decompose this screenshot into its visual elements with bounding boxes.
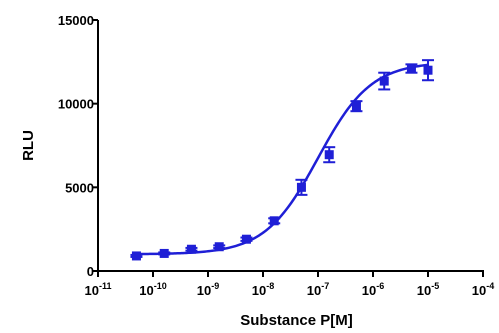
y-tick-label: 0 — [87, 264, 94, 279]
data-point — [268, 216, 281, 226]
square-marker — [214, 242, 224, 252]
x-tick-label: 10-11 — [85, 281, 112, 298]
square-marker — [406, 64, 416, 74]
x-tick-label: 10-6 — [362, 281, 384, 298]
square-marker — [379, 76, 389, 86]
x-axis: 10-11 10-10 10-9 10-8 10-7 10-6 10-5 10-4 — [85, 270, 494, 298]
x-tick-label: 10-5 — [417, 281, 439, 298]
square-marker — [351, 101, 361, 111]
fit-curve-layer — [136, 63, 429, 256]
data-point — [295, 178, 308, 196]
y-tick-label: 5000 — [65, 180, 94, 195]
x-tick-label: 10-9 — [197, 281, 219, 298]
x-tick-label: 10-7 — [307, 281, 329, 298]
x-tick-label: 10-8 — [252, 281, 274, 298]
square-marker — [423, 65, 433, 75]
x-tick-label: 10-10 — [139, 281, 166, 298]
fit-curve — [136, 63, 429, 256]
square-marker — [159, 248, 169, 258]
data-point — [350, 100, 363, 113]
x-axis-title: Substance P[M] — [240, 312, 353, 329]
y-tick-label: 15000 — [58, 13, 94, 28]
square-marker — [296, 182, 306, 192]
data-point — [405, 63, 418, 74]
square-marker — [269, 216, 279, 226]
square-marker — [186, 244, 196, 254]
data-point — [185, 244, 198, 254]
square-marker — [324, 150, 334, 160]
data-point — [158, 248, 171, 258]
y-axis: 0 5000 10000 15000 — [58, 13, 99, 279]
data-point — [130, 251, 143, 261]
data-point — [240, 234, 253, 244]
data-point — [422, 59, 434, 82]
square-marker — [241, 234, 251, 244]
x-tick-label: 10-4 — [472, 281, 494, 298]
data-point — [213, 242, 226, 252]
data-point — [323, 146, 336, 164]
data-point — [378, 71, 391, 91]
data-points-layer — [130, 59, 434, 261]
y-axis-title: RLU — [20, 130, 37, 161]
square-marker — [131, 251, 141, 261]
y-tick-label: 10000 — [58, 97, 94, 112]
